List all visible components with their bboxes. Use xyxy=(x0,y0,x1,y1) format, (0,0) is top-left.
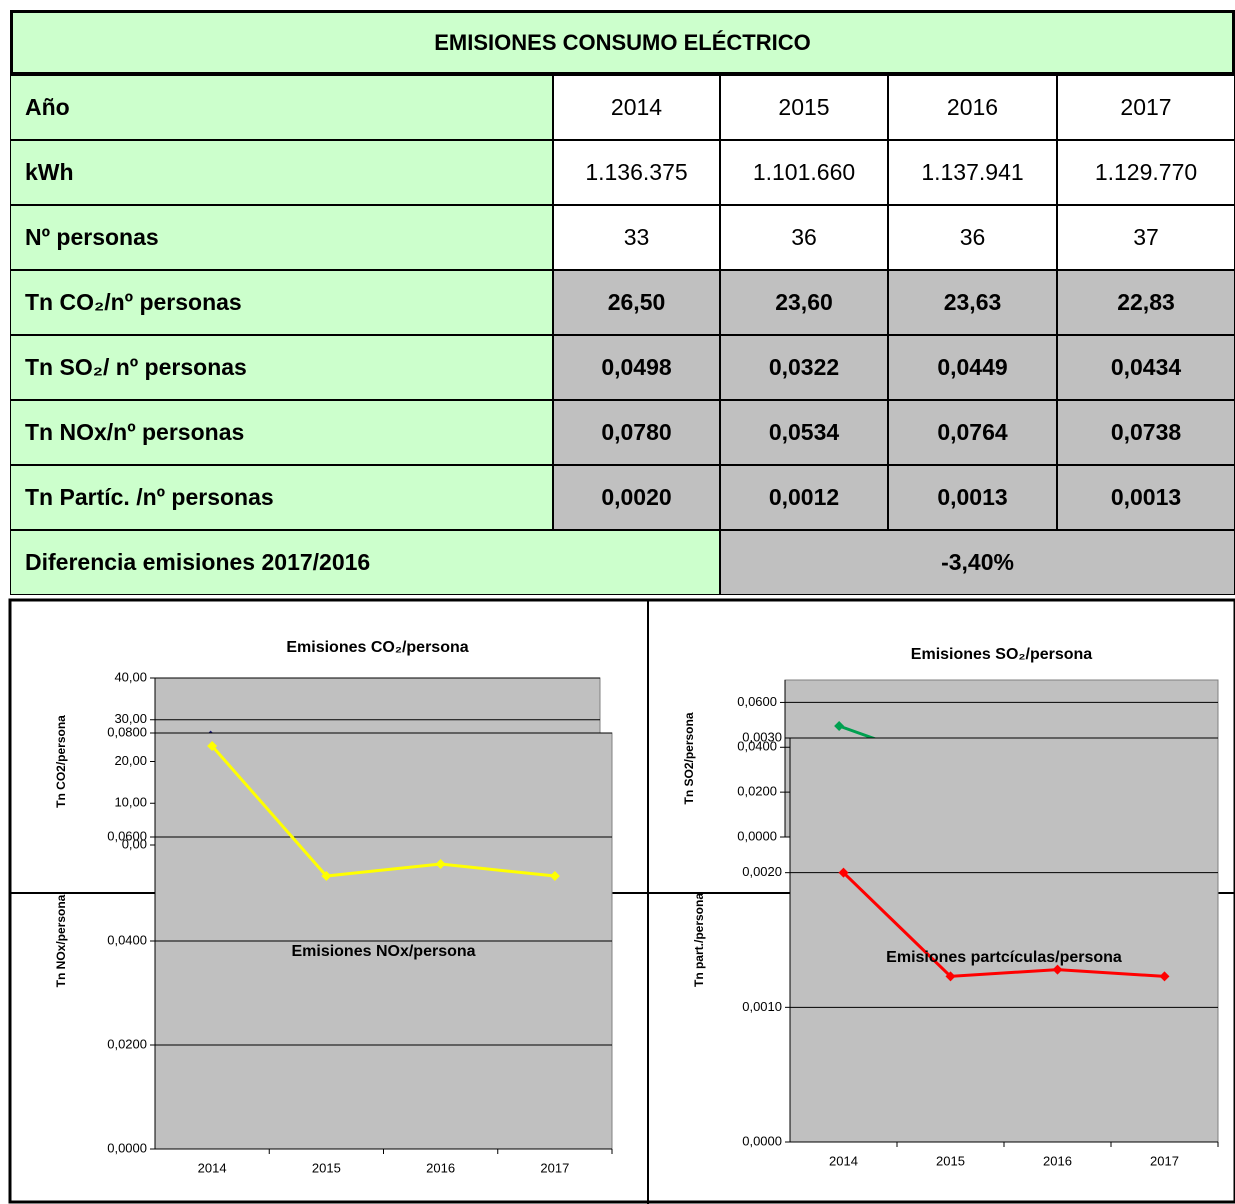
row-label: Tn SO₂/ nº personas xyxy=(10,335,553,400)
y-tick-label: 0,0800 xyxy=(107,724,147,739)
marker xyxy=(1159,971,1170,982)
y-tick-label: 0,0600 xyxy=(737,694,777,709)
marker xyxy=(834,720,845,731)
marker xyxy=(838,867,849,878)
y-tick-label: 30,00 xyxy=(114,711,147,726)
line xyxy=(210,745,556,878)
y-axis-label: Tn CO2/persona xyxy=(54,715,68,808)
table-value: 23,60 xyxy=(720,270,888,335)
chart-title: Emisiones partcículas/persona xyxy=(886,949,1122,966)
table-value: 37 xyxy=(1057,205,1235,270)
table-value: 0,0449 xyxy=(888,335,1057,400)
y-tick-label: 0,0030 xyxy=(742,729,782,744)
table-value: 36 xyxy=(720,205,888,270)
y-tick-label: 20,00 xyxy=(114,753,147,768)
y-axis-label: Tn NOx/persona xyxy=(54,894,68,987)
x-tick-label: 2015 xyxy=(936,1153,965,1168)
y-tick-label: 40,00 xyxy=(114,669,147,684)
table-value: 0,0780 xyxy=(553,400,720,465)
table-value: 23,63 xyxy=(888,270,1057,335)
row-label: Año xyxy=(10,75,553,140)
y-tick-label: 0,0400 xyxy=(737,739,777,754)
table-value: 22,83 xyxy=(1057,270,1235,335)
y-tick-label: 0,0000 xyxy=(737,828,777,843)
marker xyxy=(549,871,560,881)
y-tick-label: 0,00 xyxy=(122,836,147,851)
marker xyxy=(207,741,218,751)
table-value: 0,0534 xyxy=(720,400,888,465)
table-value: 0,0013 xyxy=(1057,465,1235,530)
chart-title: Emisiones SO₂/persona xyxy=(911,646,1092,663)
year-header: 2015 xyxy=(720,75,888,140)
row-label: Tn CO₂/nº personas xyxy=(10,270,553,335)
difference-value: -3,40% xyxy=(720,530,1235,595)
y-tick-label: 0,0000 xyxy=(107,1140,147,1155)
table-value: 0,0020 xyxy=(553,465,720,530)
table-value: 1.129.770 xyxy=(1057,140,1235,205)
table-value: 0,0434 xyxy=(1057,335,1235,400)
y-tick-label: 0,0020 xyxy=(742,864,782,879)
x-tick-label: 2014 xyxy=(198,1160,227,1175)
y-tick-label: 0,0200 xyxy=(737,784,777,799)
chart-title: Emisiones CO₂/persona xyxy=(286,639,468,656)
row-label: Diferencia emisiones 2017/2016 xyxy=(10,530,720,595)
x-tick-label: 2014 xyxy=(829,1153,858,1168)
chart-title: Emisiones NOx/persona xyxy=(291,943,475,960)
table-value: 1.137.941 xyxy=(888,140,1057,205)
table-value: 26,50 xyxy=(553,270,720,335)
x-tick-label: 2015 xyxy=(312,1160,341,1175)
y-tick-label: 0,0600 xyxy=(107,828,147,843)
row-label: kWh xyxy=(10,140,553,205)
line xyxy=(842,871,1165,978)
table-value: 0,0322 xyxy=(720,335,888,400)
year-header: 2017 xyxy=(1057,75,1235,140)
y-tick-label: 0,0400 xyxy=(107,932,147,947)
row-label: Nº personas xyxy=(10,205,553,270)
year-header: 2016 xyxy=(888,75,1057,140)
y-axis-label: Tn SO2/persona xyxy=(682,712,696,804)
plot-area xyxy=(789,737,1219,1143)
table-value: 0,0738 xyxy=(1057,400,1235,465)
y-axis-label: Tn part./persona xyxy=(692,893,706,987)
y-tick-label: 0,0000 xyxy=(742,1133,782,1148)
year-header: 2014 xyxy=(553,75,720,140)
x-tick-label: 2016 xyxy=(426,1160,455,1175)
table-value: 33 xyxy=(553,205,720,270)
marker xyxy=(1052,964,1063,975)
x-tick-label: 2017 xyxy=(1150,1153,1179,1168)
marker xyxy=(945,971,956,982)
table-value: 0,0012 xyxy=(720,465,888,530)
table-value: 1.101.660 xyxy=(720,140,888,205)
marker xyxy=(321,871,332,881)
table-value: 36 xyxy=(888,205,1057,270)
table-value: 1.136.375 xyxy=(553,140,720,205)
x-tick-label: 2017 xyxy=(540,1160,569,1175)
table-value: 0,0013 xyxy=(888,465,1057,530)
table-value: 0,0764 xyxy=(888,400,1057,465)
table-title: EMISIONES CONSUMO ELÉCTRICO xyxy=(10,10,1235,75)
y-tick-label: 10,00 xyxy=(114,795,147,810)
x-tick-label: 2016 xyxy=(1043,1153,1072,1168)
row-label: Tn Partíc. /nº personas xyxy=(10,465,553,530)
row-label: Tn NOx/nº personas xyxy=(10,400,553,465)
marker xyxy=(435,859,446,870)
table-value: 0,0498 xyxy=(553,335,720,400)
y-tick-label: 0,0010 xyxy=(742,999,782,1014)
y-tick-label: 0,0200 xyxy=(107,1036,147,1051)
